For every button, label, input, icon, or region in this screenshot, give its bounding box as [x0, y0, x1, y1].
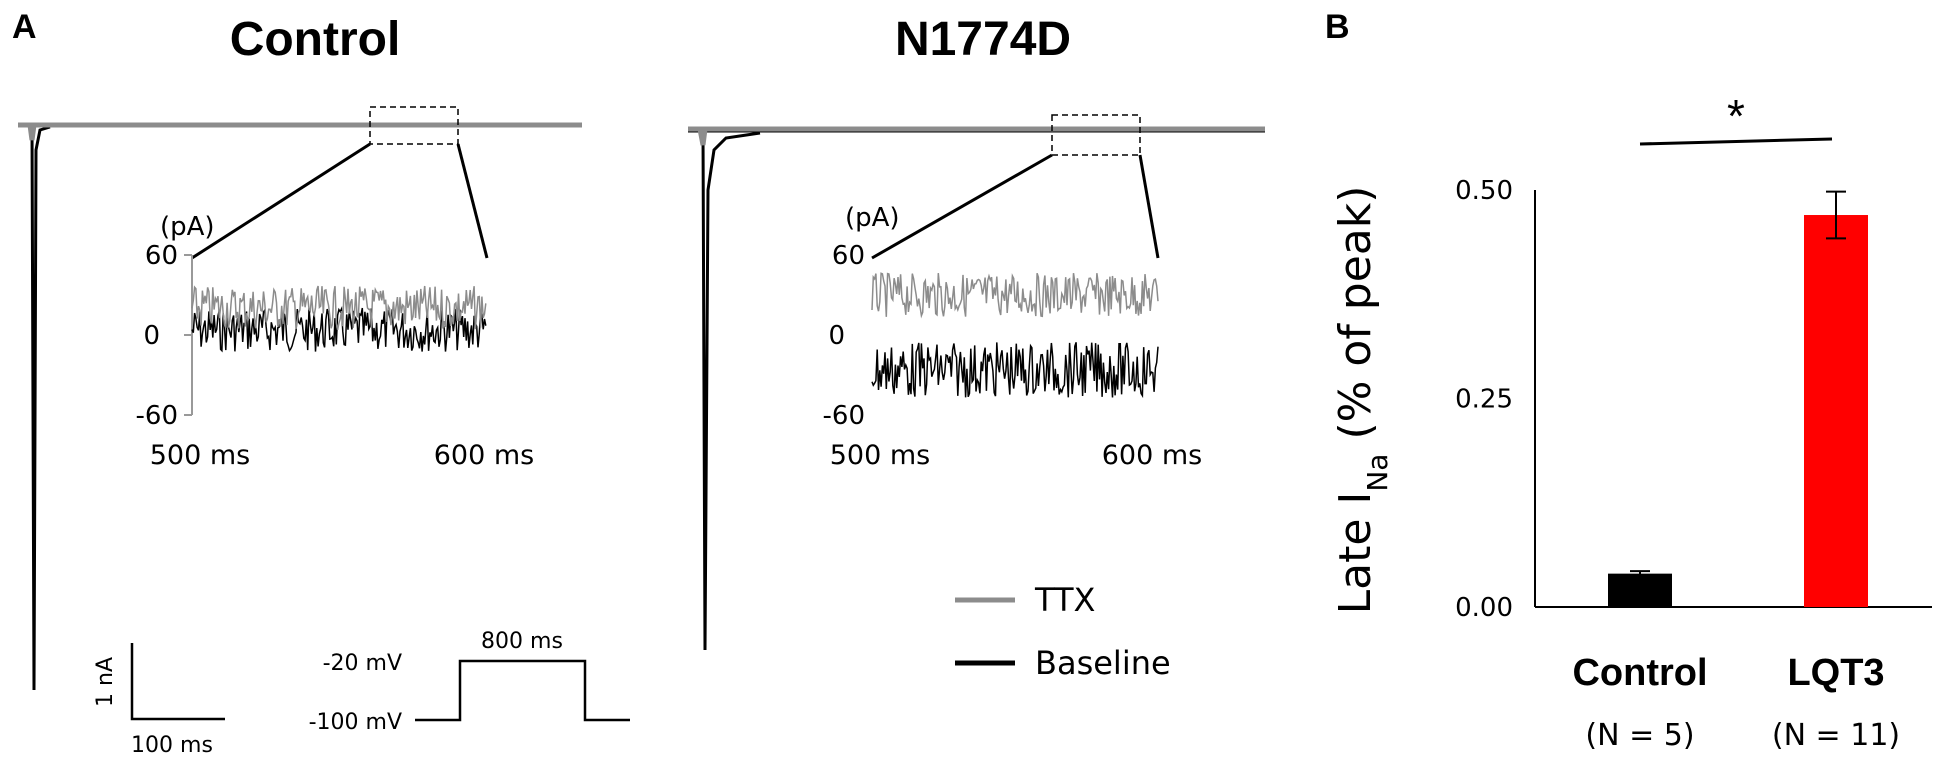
significance-star: *	[1727, 90, 1745, 142]
y-tick-label: 0.00	[1455, 593, 1513, 623]
control-trace: (pA) 60 0 -60 500 ms 600 ms	[18, 106, 582, 691]
bar-control	[1608, 573, 1672, 607]
control-inset-ytick-neg60: -60	[136, 401, 178, 431]
voltage-protocol: -20 mV -100 mV 800 ms	[309, 629, 630, 735]
bar-chart-y-label: Late INa (% of peak)	[1330, 186, 1394, 615]
legend-label-baseline: Baseline	[1035, 644, 1171, 682]
y-tick-label: 0.50	[1455, 176, 1513, 206]
category-n-label: (N = 5)	[1585, 718, 1694, 753]
y-tick-label: 0.25	[1455, 385, 1513, 415]
error-bar-control	[1630, 570, 1650, 578]
mutant-inset-ytick-0: 0	[828, 321, 845, 351]
protocol-low-label: -100 mV	[309, 710, 402, 735]
category-n-label: (N = 11)	[1772, 718, 1900, 753]
control-zoom-box	[369, 106, 459, 145]
control-zoom-line-right	[456, 143, 489, 259]
bar-chart-y-label-sub: Na	[1361, 454, 1394, 492]
category-label: Control	[1572, 652, 1707, 694]
scale-bar-lines	[130, 643, 225, 721]
control-inset-time-start: 500 ms	[150, 440, 251, 471]
scale-bar-current-label: 1 nA	[93, 657, 118, 707]
mutant-inset-ytick-60: 60	[832, 241, 865, 271]
bar-chart: 0.000.250.50 Control(N = 5)LQT3(N = 11) …	[1330, 90, 1932, 753]
control-inset-ttx-noise	[191, 285, 487, 330]
voltage-protocol-line	[415, 659, 630, 722]
control-baseline-trace	[18, 124, 582, 691]
legend: TTX Baseline	[955, 581, 1171, 682]
control-trace-title: Control	[230, 13, 401, 66]
mutant-zoom-box	[1051, 114, 1141, 156]
scale-bar: 1 nA 100 ms	[93, 643, 225, 758]
panel-b-label: B	[1325, 8, 1350, 46]
control-inset-unit: (pA)	[160, 212, 215, 242]
control-inset-ytick-0: 0	[143, 321, 160, 351]
control-inset-time-end: 600 ms	[434, 440, 535, 471]
mutant-zoom-line-left	[871, 153, 1053, 260]
bar-chart-marks: Control (N = 5) LQT3 (N = 11)	[1572, 190, 1900, 753]
mutant-ttx-trace	[688, 126, 1265, 146]
control-zoom-line-left	[191, 142, 371, 260]
protocol-duration-label: 800 ms	[481, 629, 563, 654]
category-label: LQT3	[1787, 652, 1884, 694]
mutant-zoom-line-right	[1138, 154, 1160, 259]
bar-chart-y-label-tail: (% of peak)	[1330, 186, 1381, 454]
mutant-inset-time-start: 500 ms	[830, 440, 931, 471]
panel-a-label: A	[12, 8, 37, 46]
control-inset-baseline-noise	[191, 305, 487, 353]
scale-bar-time-label: 100 ms	[131, 733, 213, 758]
mutant-trace: (pA) 60 0 -60 500 ms 600 ms	[688, 114, 1265, 651]
mutant-inset-unit: (pA)	[845, 203, 900, 233]
error-bar-lqt3	[1826, 190, 1846, 240]
mutant-trace-title: N1774D	[895, 13, 1071, 66]
significance-bar	[1639, 137, 1833, 146]
mutant-inset-baseline-noise	[871, 342, 1159, 399]
mutant-inset-ttx-noise	[871, 272, 1159, 319]
mutant-inset-ytick-neg60: -60	[823, 401, 865, 431]
control-ttx-trace	[18, 122, 582, 141]
control-inset-ytick-60: 60	[145, 241, 178, 271]
legend-label-ttx: TTX	[1034, 581, 1095, 619]
bar-chart-y-label-main: Late I	[1330, 492, 1381, 615]
mutant-inset-time-end: 600 ms	[1102, 440, 1203, 471]
bar-chart-tick-labels: 0.00 0.25 0.50	[1455, 176, 1513, 623]
protocol-high-label: -20 mV	[323, 651, 402, 676]
bar-lqt3	[1804, 215, 1868, 607]
